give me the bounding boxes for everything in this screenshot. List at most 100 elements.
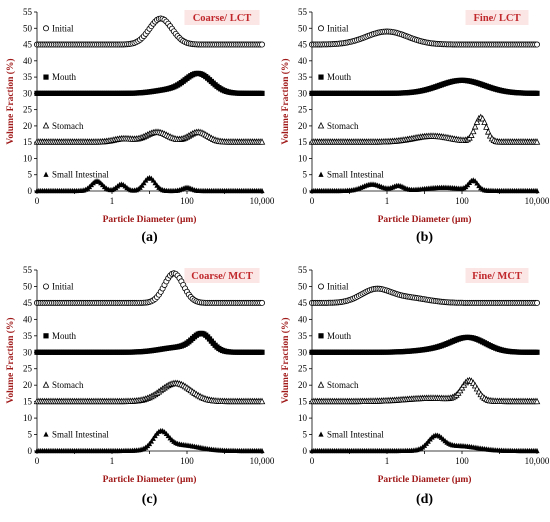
series-small-intestinal: Small Intestinal <box>34 427 265 454</box>
series-legend-marker <box>317 283 324 290</box>
y-tick-label: 55 <box>23 265 33 275</box>
y-tick-label: 55 <box>298 265 308 275</box>
y-tick-label: 45 <box>298 40 308 50</box>
x-tick-label: 0 <box>35 196 40 206</box>
x-tick-label: 10,000 <box>250 196 275 206</box>
series-mouth: Mouth <box>309 331 540 355</box>
data-point <box>258 41 265 48</box>
chart-title-box <box>184 268 260 283</box>
data-point <box>259 349 265 355</box>
y-tick-label: 45 <box>23 298 33 308</box>
y-tick-label: 30 <box>23 88 33 98</box>
y-tick-label: 20 <box>23 380 33 390</box>
data-point <box>258 299 265 306</box>
series-label: Initial <box>327 281 349 291</box>
series-legend-marker <box>43 74 49 80</box>
y-tick-label: 15 <box>23 397 33 407</box>
series-initial: Initial <box>308 281 541 306</box>
y-tick-label: 0 <box>303 186 308 196</box>
data-point <box>534 299 541 306</box>
chart-panel-b: 0 5 10 15 20 25 30 35 40 45 50 55 0 1 100 10,000 Particl… <box>280 7 550 245</box>
data-point <box>471 122 479 130</box>
chart-title: Coarse/ LCT <box>193 13 252 24</box>
y-axis-label: Volume Fraction (%) <box>280 58 291 144</box>
x-tick-label: 0 <box>35 456 40 466</box>
data-point <box>483 123 490 130</box>
series-legend-marker <box>42 121 50 129</box>
series-label: Mouth <box>327 72 352 82</box>
series-legend-marker <box>43 25 50 32</box>
data-point <box>533 138 541 145</box>
data-point <box>150 435 156 441</box>
y-tick-label: 5 <box>303 430 308 440</box>
chart-panel-c: 0 5 10 15 20 25 30 35 40 45 50 55 0 1 100 10,000 Particl… <box>5 265 275 507</box>
data-point <box>481 118 488 126</box>
y-tick-label: 50 <box>298 23 308 33</box>
series-label: Stomach <box>52 380 84 390</box>
data-point <box>533 397 541 405</box>
data-point <box>468 131 475 138</box>
series-mouth: Mouth <box>309 72 540 96</box>
chart-panel-d: 0 5 10 15 20 25 30 35 40 45 50 55 0 1 100 10,000 Particl… <box>280 265 550 507</box>
series-label: Stomach <box>52 121 84 131</box>
series-mouth: Mouth <box>34 330 265 355</box>
series-legend-marker <box>318 171 324 177</box>
series-legend-marker <box>43 171 49 177</box>
y-tick-label: 0 <box>28 186 33 196</box>
y-tick-label: 35 <box>298 72 308 82</box>
y-tick-label: 25 <box>298 105 308 115</box>
y-tick-label: 20 <box>298 380 308 390</box>
series-label: Stomach <box>327 121 359 131</box>
panel-label: (d) <box>416 492 433 507</box>
series-label: Small Intestinal <box>52 430 109 440</box>
y-tick-label: 50 <box>298 281 308 291</box>
series-stomach: Stomach <box>308 113 541 145</box>
series-legend-marker <box>43 283 50 290</box>
series-small-intestinal: Small Intestinal <box>309 170 540 194</box>
series-legend-marker <box>318 431 324 437</box>
series-legend-marker <box>317 25 324 32</box>
y-tick-label: 50 <box>23 281 33 291</box>
chart-title-box <box>465 268 529 283</box>
x-tick-label: 0 <box>310 196 315 206</box>
y-tick-label: 40 <box>23 314 33 324</box>
y-tick-label: 40 <box>23 56 33 66</box>
y-tick-label: 15 <box>23 137 33 147</box>
y-tick-label: 20 <box>23 121 33 131</box>
y-tick-label: 35 <box>23 72 33 82</box>
panel-label: (c) <box>142 492 158 507</box>
y-tick-label: 35 <box>298 331 308 341</box>
series-initial: Initial <box>34 270 265 306</box>
data-point <box>534 41 541 48</box>
data-point <box>485 128 492 135</box>
x-axis-label: Particle Diameter (μm) <box>103 214 197 225</box>
chart-title: Fine/ LCT <box>474 13 521 24</box>
series-small-intestinal: Small Intestinal <box>309 430 540 454</box>
data-point <box>259 447 265 454</box>
panel-label: (a) <box>141 230 158 245</box>
y-tick-label: 45 <box>23 40 33 50</box>
series-label: Stomach <box>327 380 359 390</box>
y-tick-label: 30 <box>298 347 308 357</box>
x-tick-label: 10,000 <box>525 456 550 466</box>
y-tick-label: 10 <box>23 413 33 423</box>
x-tick-label: 0 <box>310 456 315 466</box>
chart-title-box <box>465 10 529 25</box>
y-tick-label: 20 <box>298 121 308 131</box>
series-label: Small Intestinal <box>327 430 384 440</box>
series-mouth: Mouth <box>34 70 265 96</box>
x-tick-label: 100 <box>180 196 194 206</box>
x-tick-label: 100 <box>455 196 469 206</box>
data-point <box>534 349 540 355</box>
data-point <box>473 118 481 125</box>
data-point <box>534 187 540 194</box>
series-label: Mouth <box>52 72 77 82</box>
x-tick-label: 10,000 <box>250 456 275 466</box>
data-point <box>534 447 540 454</box>
y-axis-label: Volume Fraction (%) <box>280 317 291 403</box>
series-legend-marker <box>42 381 50 388</box>
data-point <box>258 138 266 145</box>
y-tick-label: 25 <box>298 364 308 374</box>
series-stomach: Stomach <box>308 376 541 405</box>
